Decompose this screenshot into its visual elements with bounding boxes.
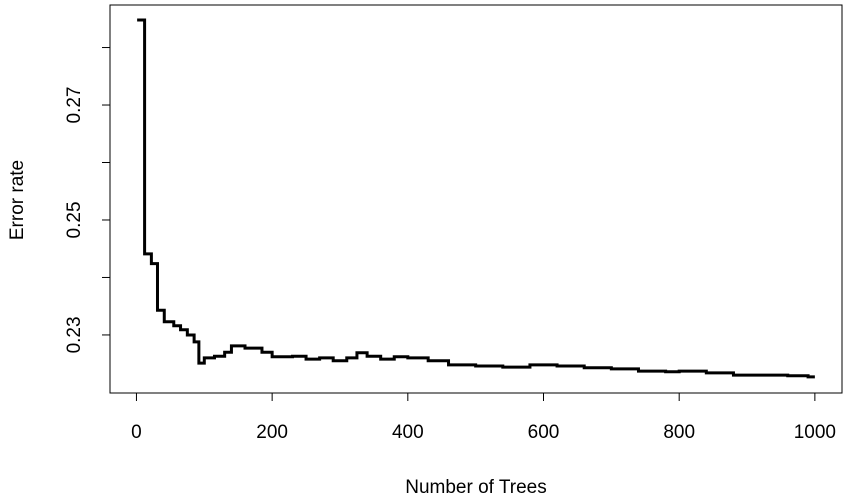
y-tick-label: 0.25 — [64, 201, 85, 238]
plot-box — [109, 4, 843, 394]
y-axis-label: Error rate — [7, 160, 28, 240]
x-tick-label: 200 — [256, 422, 288, 443]
x-tick-label: 800 — [663, 422, 695, 443]
y-tick-label: 0.27 — [64, 87, 85, 124]
error-line — [137, 18, 815, 379]
x-tick-label: 400 — [392, 422, 424, 443]
x-tick-label: 1000 — [794, 422, 836, 443]
x-tick-label: 0 — [131, 422, 142, 443]
x-axis-label: Number of Trees — [405, 477, 547, 498]
x-tick-label: 600 — [528, 422, 560, 443]
y-tick-label: 0.23 — [64, 316, 85, 353]
